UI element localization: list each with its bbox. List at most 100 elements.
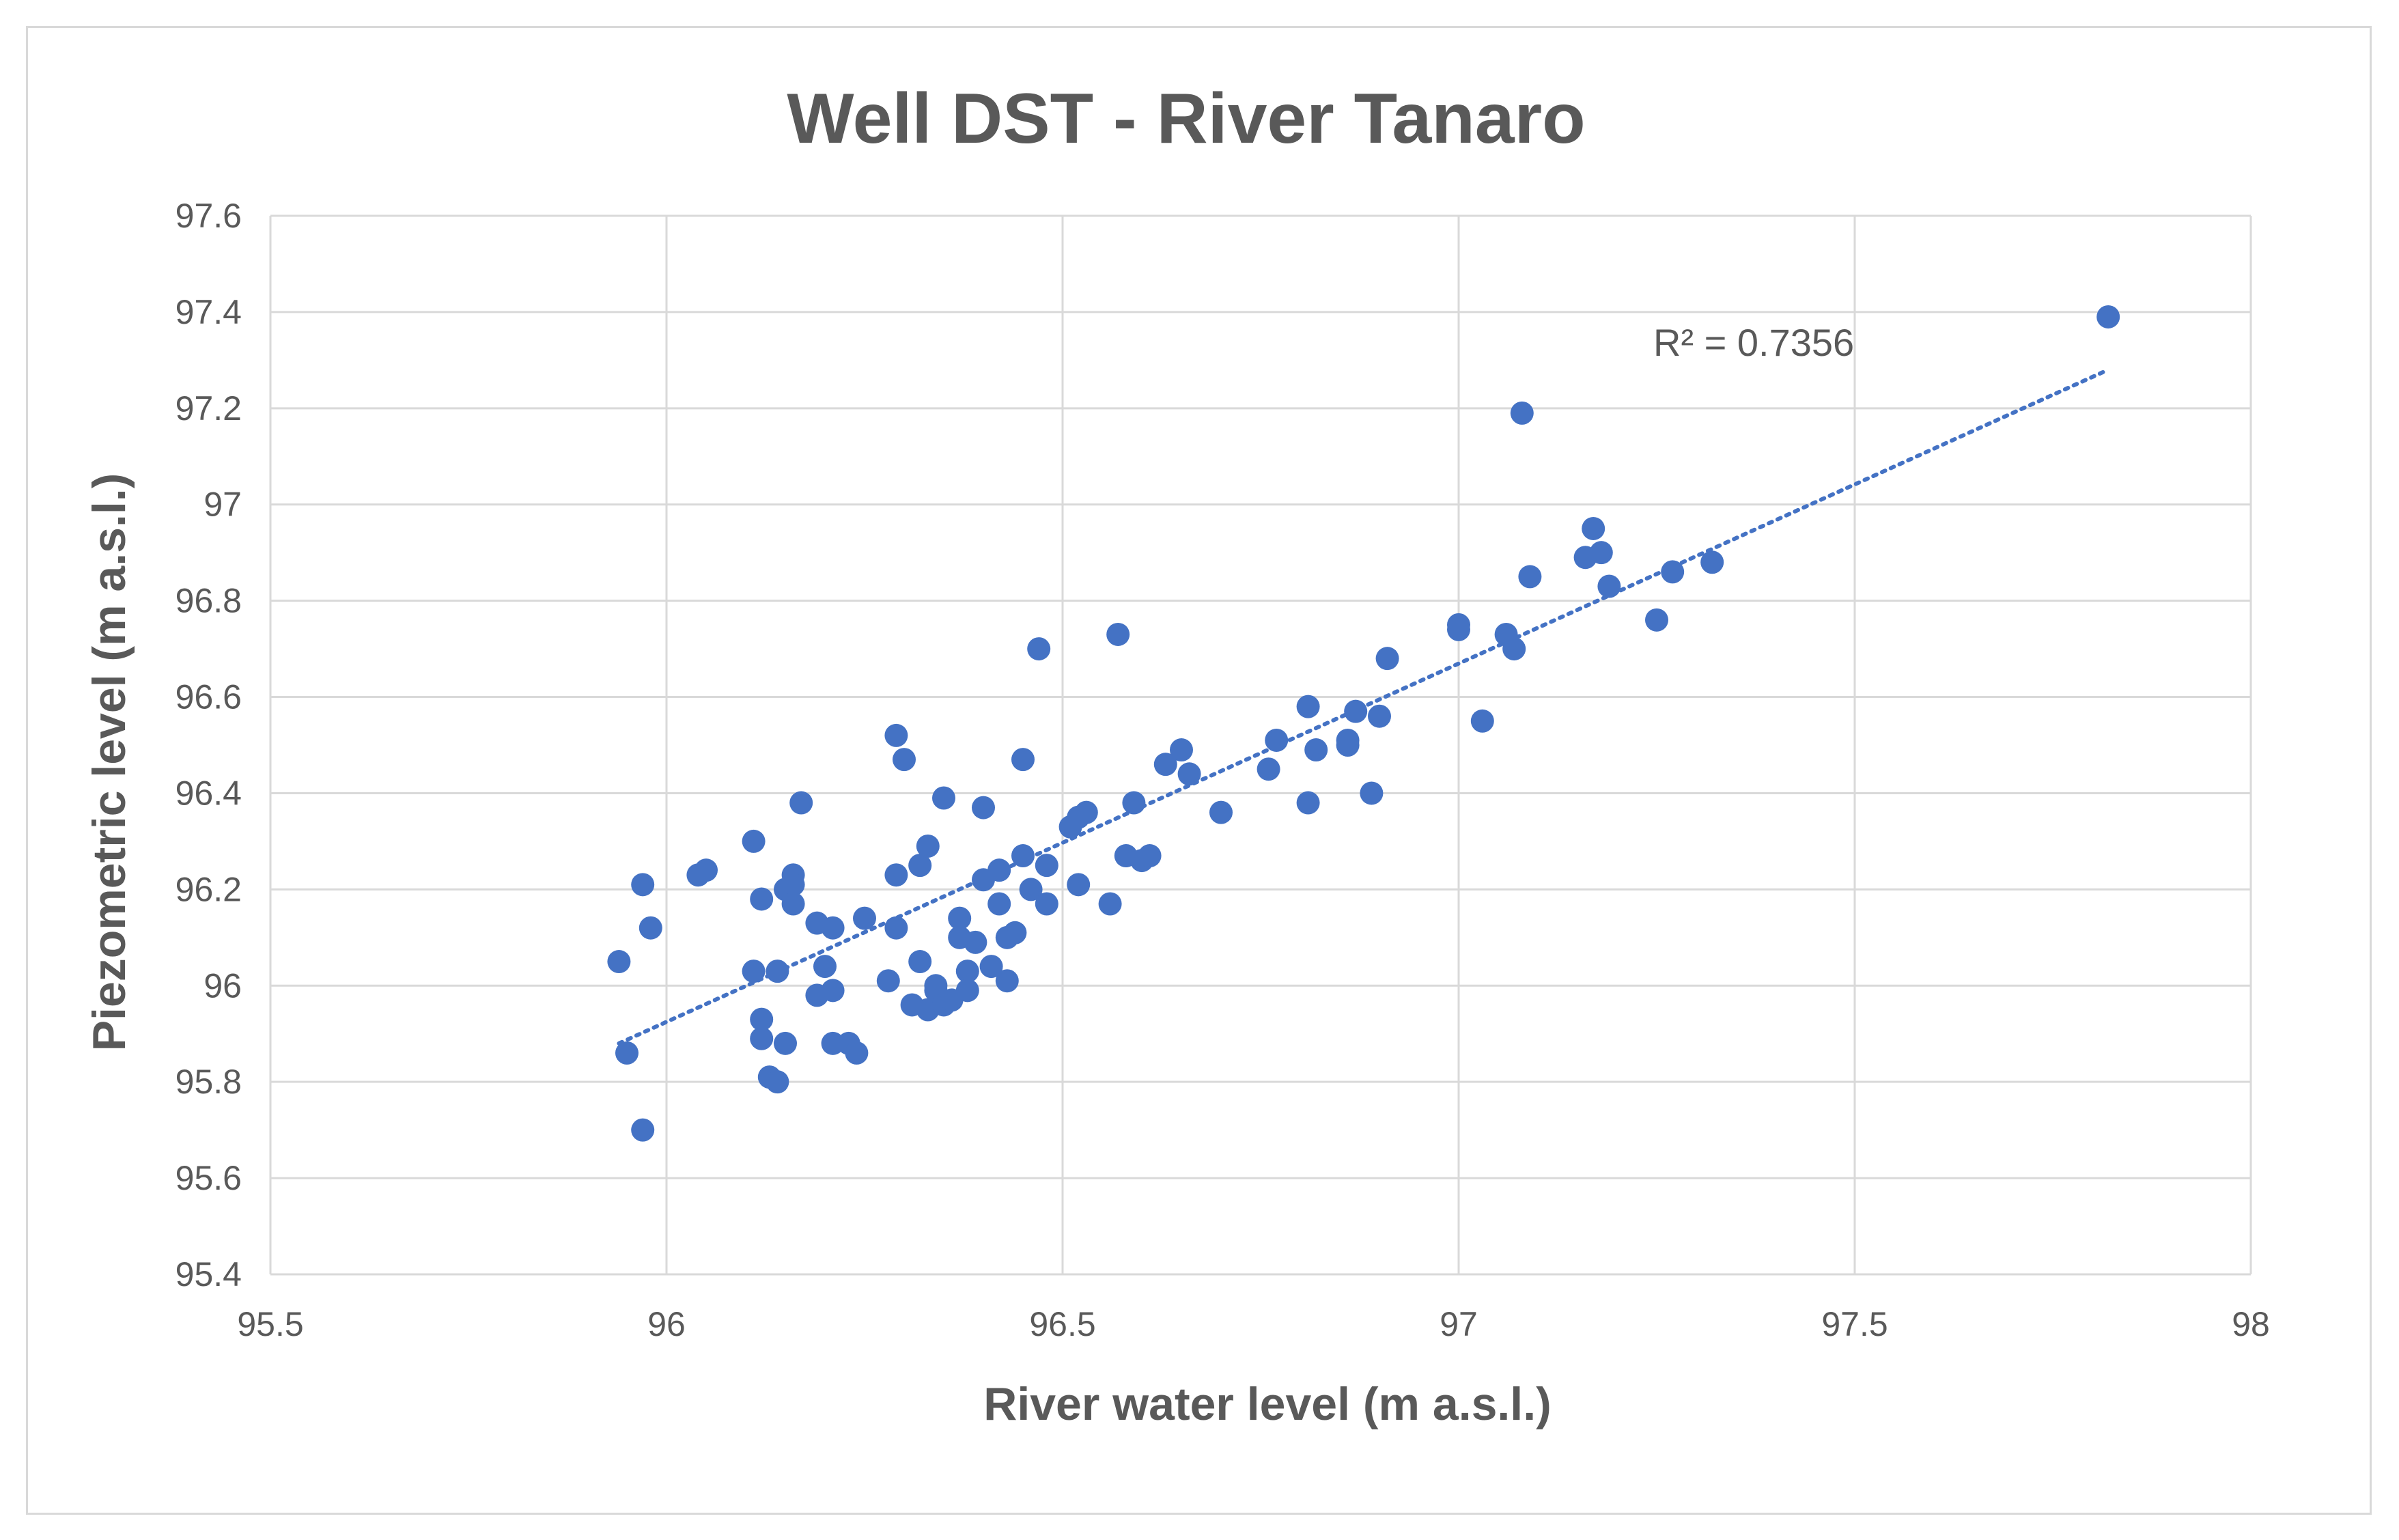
data-point bbox=[1296, 695, 1320, 718]
data-point bbox=[972, 796, 995, 820]
data-point bbox=[987, 892, 1011, 916]
data-point bbox=[1368, 704, 1391, 728]
data-point bbox=[695, 858, 718, 882]
data-point bbox=[995, 969, 1019, 993]
data-point bbox=[1597, 574, 1621, 598]
data-point bbox=[1035, 892, 1058, 916]
data-point bbox=[1170, 738, 1193, 762]
data-point bbox=[1027, 637, 1051, 661]
data-point bbox=[774, 1031, 797, 1055]
data-point bbox=[1447, 617, 1470, 641]
data-point bbox=[884, 916, 908, 940]
y-tick-label: 97.6 bbox=[176, 197, 242, 235]
data-point bbox=[908, 854, 932, 878]
data-point bbox=[1296, 791, 1320, 815]
data-point bbox=[884, 723, 908, 747]
data-point bbox=[964, 930, 987, 954]
data-points bbox=[607, 305, 2120, 1142]
data-point bbox=[1344, 699, 1368, 723]
data-point bbox=[1011, 748, 1035, 772]
data-point bbox=[884, 863, 908, 887]
data-point bbox=[1502, 637, 1526, 661]
data-point bbox=[1645, 608, 1668, 632]
data-point bbox=[1138, 844, 1162, 868]
data-point bbox=[1122, 791, 1146, 815]
data-point bbox=[916, 834, 940, 858]
data-point bbox=[1265, 728, 1289, 752]
data-point bbox=[908, 950, 932, 974]
data-point bbox=[1470, 709, 1494, 733]
data-point bbox=[876, 969, 900, 993]
y-axis-title: Piezometric level (m a.s.l.) bbox=[83, 473, 135, 1052]
data-point bbox=[639, 916, 662, 940]
y-tick-label: 97 bbox=[204, 486, 242, 524]
data-point bbox=[607, 950, 631, 974]
y-tick-label: 95.4 bbox=[176, 1255, 242, 1293]
data-point bbox=[853, 906, 876, 930]
data-point bbox=[979, 955, 1003, 979]
y-tick-label: 97.2 bbox=[176, 389, 242, 428]
y-tick-label: 95.8 bbox=[176, 1063, 242, 1101]
r-squared-annotation: R² = 0.7356 bbox=[1653, 321, 1854, 364]
scatter-chart: 95.4 95.6 95.8 96 96.2 96.4 96.6 96.8 97 97.2 97.4… bbox=[83, 79, 2270, 1430]
data-point bbox=[1375, 647, 1399, 671]
x-tick-label: 96.5 bbox=[1029, 1305, 1095, 1343]
data-point bbox=[750, 887, 774, 911]
y-tick-label: 96.8 bbox=[176, 582, 242, 620]
data-point bbox=[781, 892, 805, 916]
y-tick-labels: 95.4 95.6 95.8 96 96.2 96.4 96.6 96.8 97 97.2 97.4… bbox=[176, 197, 242, 1293]
data-point bbox=[813, 955, 837, 979]
data-point bbox=[1360, 781, 1384, 805]
data-point bbox=[742, 960, 766, 983]
data-point bbox=[1035, 854, 1058, 878]
x-tick-label: 95.5 bbox=[237, 1305, 303, 1343]
data-point bbox=[750, 1026, 774, 1050]
data-point bbox=[955, 979, 979, 1003]
data-point bbox=[1700, 550, 1724, 574]
data-point bbox=[1661, 560, 1685, 584]
data-point bbox=[766, 960, 789, 983]
x-tick-label: 96 bbox=[647, 1305, 686, 1343]
y-tick-label: 96 bbox=[204, 966, 242, 1005]
data-point bbox=[742, 829, 766, 853]
data-point bbox=[955, 960, 979, 983]
data-point bbox=[1106, 622, 1130, 646]
data-point bbox=[1510, 401, 1534, 425]
data-point bbox=[845, 1041, 869, 1065]
data-point bbox=[948, 906, 972, 930]
x-axis-title: River water level (m a.s.l.) bbox=[983, 1378, 1552, 1430]
data-point bbox=[2096, 305, 2120, 328]
data-point bbox=[750, 1007, 774, 1031]
data-point bbox=[1153, 753, 1177, 776]
data-point bbox=[1011, 844, 1035, 868]
data-point bbox=[1098, 892, 1122, 916]
data-point bbox=[893, 748, 916, 772]
gridlines bbox=[269, 214, 2252, 1276]
data-point bbox=[631, 1118, 655, 1142]
data-point bbox=[1177, 762, 1201, 786]
x-tick-label: 97.5 bbox=[1821, 1305, 1888, 1343]
data-point bbox=[1304, 738, 1328, 762]
data-point bbox=[1074, 800, 1098, 824]
y-tick-label: 96.6 bbox=[176, 678, 242, 716]
data-point bbox=[1067, 873, 1091, 897]
x-tick-label: 98 bbox=[2232, 1305, 2270, 1343]
data-point bbox=[1582, 516, 1605, 540]
y-tick-label: 97.4 bbox=[176, 293, 242, 331]
data-point bbox=[766, 1070, 789, 1094]
data-point bbox=[932, 786, 955, 810]
data-point bbox=[821, 979, 845, 1003]
data-point bbox=[987, 858, 1011, 882]
data-point bbox=[615, 1041, 639, 1065]
data-point bbox=[781, 873, 805, 897]
y-tick-label: 95.6 bbox=[176, 1159, 242, 1197]
x-tick-label: 97 bbox=[1440, 1305, 1478, 1343]
data-point bbox=[1209, 800, 1233, 824]
chart-frame: 95.4 95.6 95.8 96 96.2 96.4 96.6 96.8 97 97.2 97.4… bbox=[26, 26, 2372, 1515]
data-point bbox=[1518, 565, 1542, 589]
y-tick-label: 96.2 bbox=[176, 870, 242, 908]
data-point bbox=[1257, 757, 1280, 781]
data-point bbox=[1019, 878, 1043, 901]
y-tick-label: 96.4 bbox=[176, 774, 242, 812]
data-point bbox=[631, 873, 655, 897]
